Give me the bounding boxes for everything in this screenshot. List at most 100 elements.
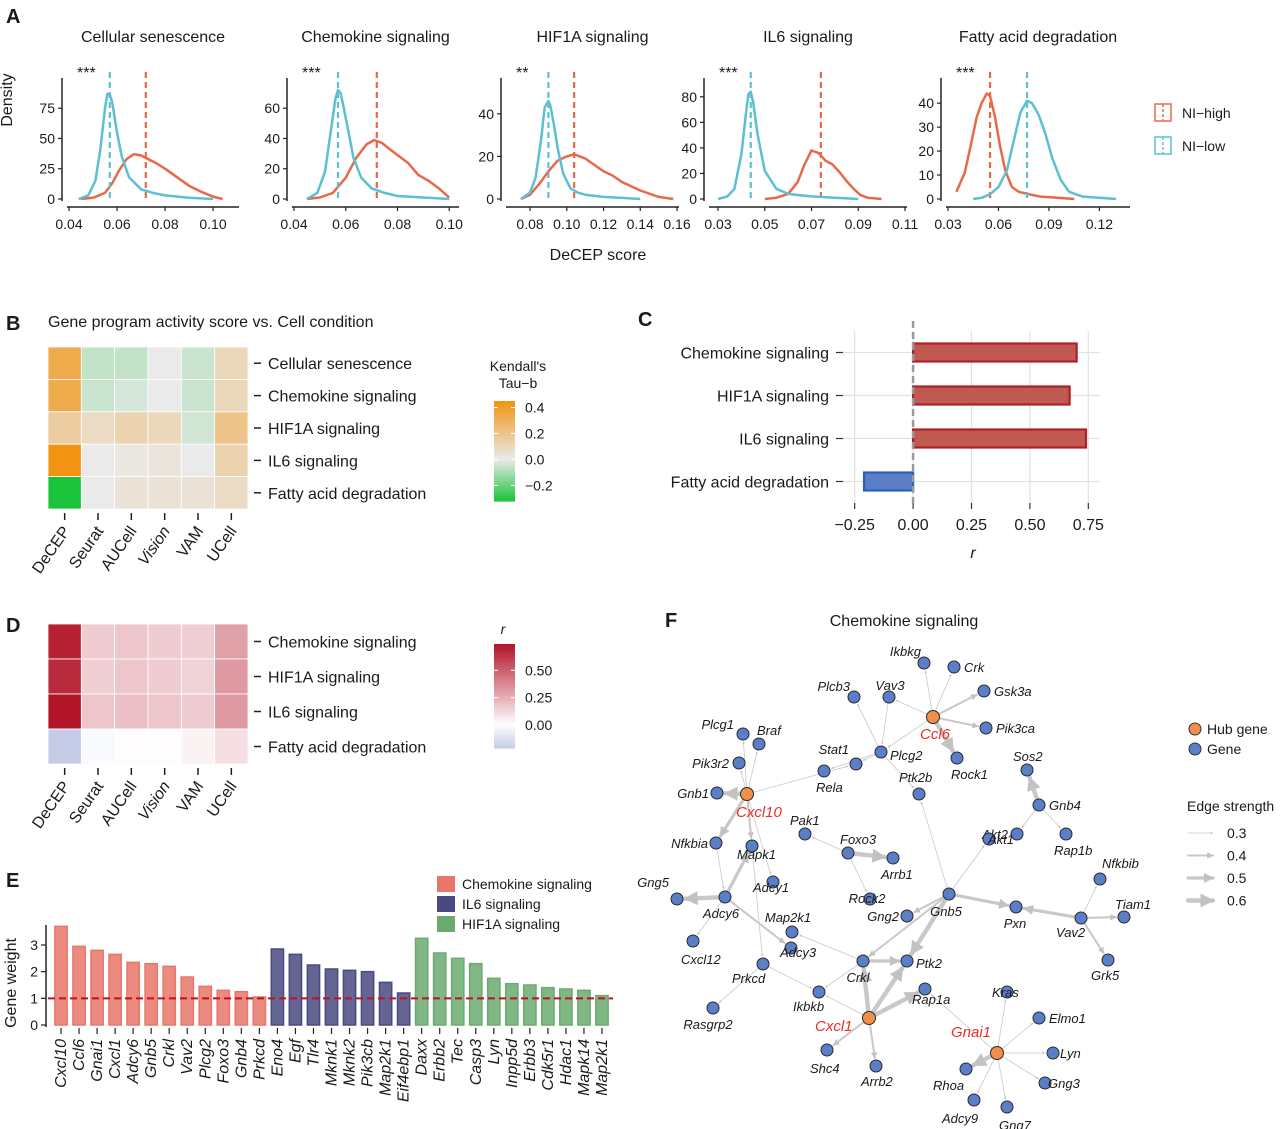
x-tick-label: 0.06 [332,216,359,232]
colorbar-step [494,488,515,492]
colorbar-step [494,742,515,746]
legend-edge-strength: 0.3 0.4 0.5 0.6 [1185,825,1247,909]
colorbar-step [494,466,515,470]
node-label-gng5: Gng5 [637,875,670,890]
x-tick-label: 0.08 [384,216,411,232]
node-pik3r2 [732,756,746,770]
node-nfkbia [709,836,723,850]
node-label-tiam1: Tiam1 [1115,897,1151,912]
heatmap-cell [47,728,82,765]
colorbar-step [494,722,515,726]
heatmap-cell [114,411,149,445]
network-edge-cxcl1-ptk2 [870,965,905,1015]
colorbar-step [494,443,515,447]
column-label: UCell [204,779,240,821]
heatmap-cell [114,693,149,730]
node-lyn [1046,1046,1060,1060]
gene-label: Map2k1 [594,1039,611,1096]
x-tick-label: 0.04 [280,216,307,232]
node-label-gng7: Gng7 [999,1118,1032,1129]
node-gng7 [1000,1100,1014,1114]
gene-bar-mapk14 [577,989,591,1026]
node-label-gnb4: Gnb4 [1049,798,1081,813]
y-tick-label: 0 [30,1017,38,1033]
node-pak1 [798,827,812,841]
heatmap-cell [80,411,116,445]
network-edge-ccl6-plcg2 [887,720,928,748]
colorbar-step [494,646,515,650]
colorbar-step [494,426,515,430]
node-label-gnai1: Gnai1 [951,1024,991,1041]
panel-e-ylabel: Gene weight [3,938,20,1028]
network-edge-gnai1-rhoa [970,1053,993,1068]
node-label-map2k1: Map2k1 [765,910,811,925]
gene-label: Tec [450,1039,467,1064]
x-tick-label: 0.08 [151,216,178,232]
colorbar-step [494,654,515,658]
colorbar-step [494,727,515,731]
network-edge-adcy6-adcy3 [729,899,786,945]
colorbar: 0.50 0.25 0.00 [494,644,552,749]
density-curve-ni-high [955,92,1075,201]
column-label: DeCEP [29,779,74,832]
gene-label: Lyn [486,1039,503,1065]
density-curve-ni-high [520,153,674,201]
panel-b-legend-title-line1: Kendall's [490,358,546,374]
network-edge-cxcl1-shc4 [832,1021,865,1047]
heatmap-cell [214,443,249,478]
network-edge-adcy6-cxcl12 [697,901,722,935]
gene-label: Crkl [161,1039,178,1068]
legend-label-hif1a: HIF1A signaling [462,916,560,932]
y-tick-label: 60 [264,100,280,116]
heatmap-cell [180,476,216,510]
node-arrb1 [886,851,900,865]
network-edge-adcy6-gng5 [682,891,721,906]
node-label-elmo1: Elmo1 [1049,1011,1086,1026]
node-stat1 [849,757,863,771]
network-edge-plcg2-plcb3 [857,703,879,747]
node-label-vav2: Vav2 [1056,925,1086,940]
x-tick-label: 0.06 [103,216,130,232]
colorbar-step [494,724,515,728]
column-label: UCell [204,524,240,566]
panel-e-legend: Chemokine signaling IL6 signaling HIF1A … [437,876,592,932]
heatmap-cell [214,346,249,380]
gene-label: Plcg2 [197,1039,214,1079]
colorbar-step [494,729,515,733]
node-plcb3 [847,690,861,704]
node-label-crkl: Crkl [846,970,870,985]
network-edge-adcy6-mapk1 [726,851,750,893]
x-tick-label: 0.03 [934,216,961,232]
heatmap-cell [114,443,149,478]
colorbar-tick-label: 0.4 [525,399,545,415]
gene-label: Cxcl1 [107,1039,124,1079]
node-label-rasgrp2: Rasgrp2 [683,1017,733,1032]
y-tick-label: 40 [918,95,934,111]
heatmap-cell [47,623,82,660]
subplot-title: HIF1A signaling [536,29,648,46]
x-tick-label: 0.09 [845,216,872,232]
node-label-pik3ca: Pik3ca [996,721,1035,736]
network-edge-cxcl1-arrb2 [869,1023,878,1060]
network-edge-plcg2-stat1 [862,754,876,761]
heatmap-cell [147,378,182,413]
node-shc4 [820,1043,834,1057]
panel-a-density-plots: Density DeCEP score NI−high NI−low Cellu… [0,29,1231,264]
subplot-title: Chemokine signaling [301,29,450,46]
gene-bar-inpp5d [504,982,519,1026]
panel-label-f: F [665,610,677,632]
colorbar-step [494,698,515,702]
colorbar-step [494,473,515,477]
y-tick-label: 60 [681,114,697,130]
x-tick-label: 0.50 [1014,517,1045,534]
panel-label-e: E [6,870,19,892]
heatmap-cell [114,623,149,660]
node-rock1 [950,751,964,765]
node-label-arrb2: Arrb2 [860,1074,894,1089]
x-tick-label: 0.12 [1086,216,1113,232]
network-edge-plcg2-ptk2b [884,756,915,789]
node-cxcl12 [686,934,700,948]
node-rock2 [863,892,877,906]
bar-fatty-acid-degradation [862,471,915,492]
